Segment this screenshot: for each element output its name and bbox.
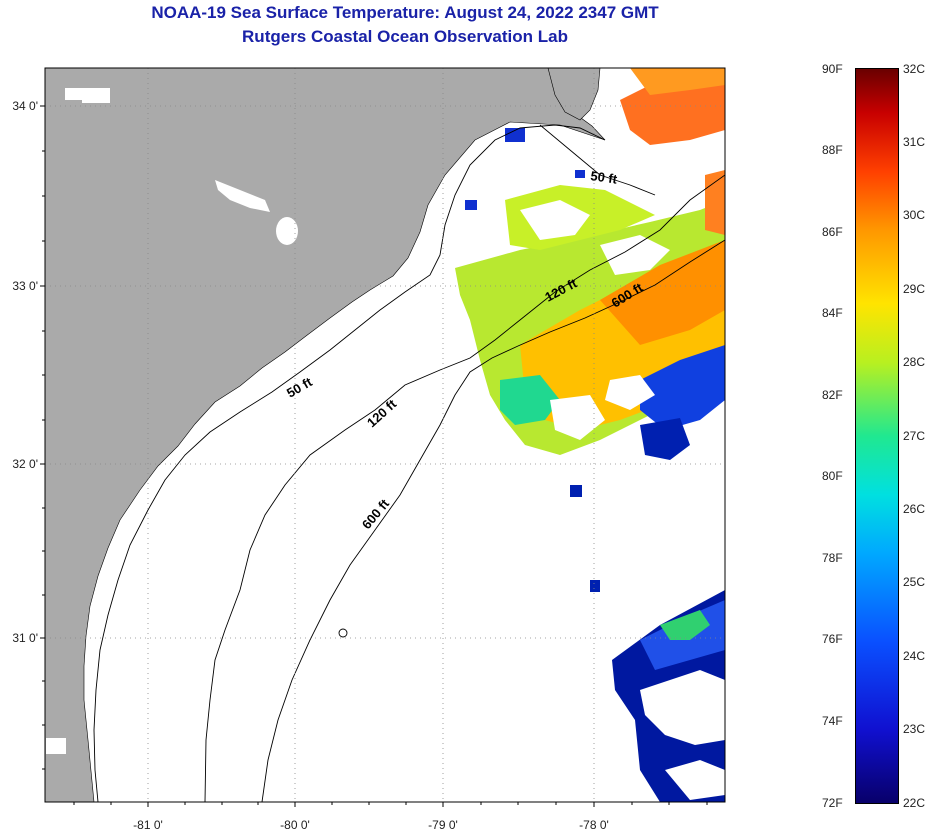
colorbar-c-label: 31C <box>903 135 926 149</box>
colorbar-c-label: 23C <box>903 722 926 736</box>
lat-label: 32 0' <box>12 457 38 471</box>
land-mass <box>45 68 606 802</box>
lat-label: 31 0' <box>12 631 38 645</box>
colorbar-f-label: 84F <box>822 306 843 320</box>
colorbar-c-label: 25C <box>903 575 926 589</box>
lon-label: -79 0' <box>428 818 458 832</box>
lon-label: -80 0' <box>280 818 310 832</box>
colorbar-c-label: 32C <box>903 62 926 76</box>
lat-label: 34 0' <box>12 99 38 113</box>
sst-map: 50 ft 50 ft 120 ft 120 ft 600 ft 600 ft … <box>12 67 726 832</box>
map-subtitle: Rutgers Coastal Ocean Observation Lab <box>242 27 568 46</box>
sst-patch <box>600 240 725 345</box>
colorbar-c-label: 22C <box>903 796 926 810</box>
sst-patch <box>705 170 725 235</box>
sst-patch <box>465 200 477 210</box>
contour-50ft <box>93 124 606 802</box>
contour-600ft <box>261 239 725 802</box>
sst-patch <box>575 170 585 178</box>
cloud-hole <box>520 200 590 240</box>
colorbar-f-label: 74F <box>822 714 843 728</box>
colorbar-c-label: 30C <box>903 208 926 222</box>
lake-patch <box>46 738 66 754</box>
sst-patch <box>640 418 690 460</box>
sst-patch <box>590 580 600 592</box>
colorbar-f-label: 88F <box>822 143 843 157</box>
sst-patch <box>500 375 560 425</box>
colorbar-f-label: 90F <box>822 62 843 76</box>
cloud-hole <box>605 375 655 410</box>
map-frame <box>44 67 726 803</box>
cloud-hole <box>665 760 725 800</box>
colorbar-c-label: 24C <box>903 649 926 663</box>
colorbar-c-label: 28C <box>903 355 926 369</box>
colorbar-f-label: 86F <box>822 225 843 239</box>
cloud-hole <box>550 395 605 440</box>
lake-moultrie <box>276 217 298 245</box>
contour-50ft-north <box>539 124 656 196</box>
colorbar-c-label: 27C <box>903 429 926 443</box>
contour-label: 50 ft <box>590 168 619 187</box>
cloud-hole <box>640 670 725 745</box>
lon-label: -81 0' <box>133 818 163 832</box>
land-cape <box>547 68 601 121</box>
colorbar-f-label: 76F <box>822 632 843 646</box>
contour-circle <box>338 628 348 638</box>
colorbar-f-label: 82F <box>822 388 843 402</box>
color-scale-bar <box>855 68 899 804</box>
sst-patch <box>660 610 710 640</box>
lon-label: -78 0' <box>579 818 609 832</box>
sst-patch <box>630 68 725 95</box>
cloud-hole <box>600 235 670 275</box>
tick-marks <box>40 105 708 807</box>
colorbar-c-label: 29C <box>903 282 926 296</box>
map-title: NOAA-19 Sea Surface Temperature: August … <box>151 3 659 22</box>
graticule <box>45 68 725 802</box>
lake-patch <box>82 95 110 103</box>
colorbar-f-label: 72F <box>822 796 843 810</box>
sst-data-layer <box>455 68 725 802</box>
sst-patch <box>640 345 725 430</box>
contour-120ft <box>204 174 725 802</box>
colorbar-f-label: 78F <box>822 551 843 565</box>
sst-patch <box>505 128 525 142</box>
lat-label: 33 0' <box>12 279 38 293</box>
colorbar-c-label: 26C <box>903 502 926 516</box>
lake-marion <box>215 180 270 212</box>
colorbar-f-label: 80F <box>822 469 843 483</box>
sst-patch <box>570 485 582 497</box>
